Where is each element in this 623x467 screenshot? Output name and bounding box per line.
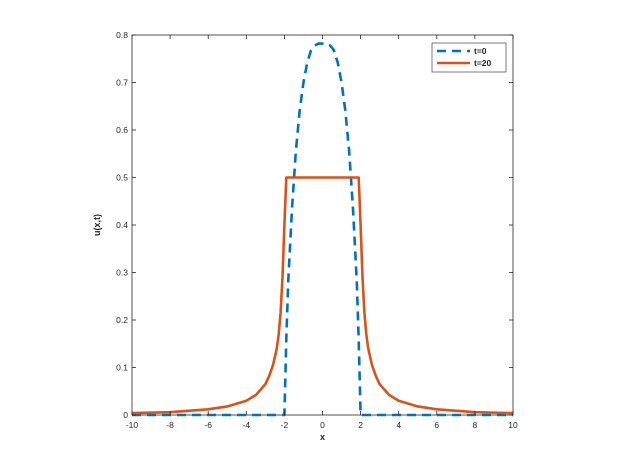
x-tick-label: -2 bbox=[281, 420, 289, 430]
y-tick-label: 0.2 bbox=[116, 315, 128, 325]
series-layer bbox=[131, 42, 514, 417]
plot-frame bbox=[131, 34, 514, 416]
y-tick-label: 0.4 bbox=[116, 220, 128, 230]
series-line-t20 bbox=[131, 176, 514, 415]
x-tick-label: 6 bbox=[434, 420, 439, 430]
x-tick-label: -4 bbox=[243, 420, 251, 430]
y-tick-label: 0.7 bbox=[116, 78, 128, 88]
legend-box bbox=[431, 42, 507, 73]
plot-area bbox=[131, 34, 514, 416]
x-tick-label: -6 bbox=[204, 420, 212, 430]
legend-label-t0: t=0 bbox=[474, 46, 487, 56]
legend-label-t20: t=20 bbox=[474, 58, 492, 68]
x-tick-label: 10 bbox=[508, 420, 518, 430]
x-tick-label: 4 bbox=[396, 420, 401, 430]
y-tick-label: 0.8 bbox=[116, 30, 128, 40]
legend: t=0 t=20 bbox=[431, 42, 507, 73]
x-tick-label: 2 bbox=[358, 420, 363, 430]
y-tick-label: 0.6 bbox=[116, 125, 128, 135]
x-axis: -10 -8 -6 -4 -2 0 2 4 6 8 10 bbox=[126, 35, 518, 430]
y-tick-label: 0.1 bbox=[116, 363, 128, 373]
x-axis-label: x bbox=[320, 432, 325, 442]
series-line-t0 bbox=[132, 42, 513, 417]
y-tick-label: 0.5 bbox=[116, 173, 128, 183]
x-tick-label: 8 bbox=[473, 420, 478, 430]
y-axis-label: u(x,t) bbox=[92, 214, 102, 236]
x-tick-label: -10 bbox=[126, 420, 139, 430]
x-tick-label: 0 bbox=[320, 420, 325, 430]
x-tick-label: -8 bbox=[166, 420, 174, 430]
y-tick-label: 0.3 bbox=[116, 268, 128, 278]
y-axis: 0 0.1 0.2 0.3 0.4 0.5 0.6 0.7 0.8 bbox=[116, 30, 513, 420]
y-tick-label: 0 bbox=[123, 410, 128, 420]
